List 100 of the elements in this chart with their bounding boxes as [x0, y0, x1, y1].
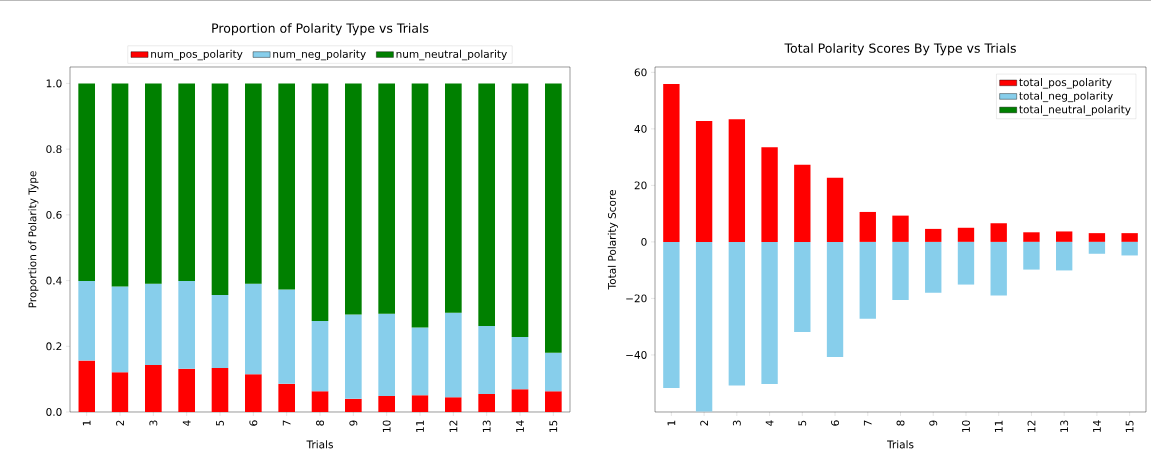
- bar: [892, 215, 909, 242]
- bar: [245, 83, 262, 284]
- x-tick-label: 6: [831, 420, 839, 426]
- bar: [859, 211, 876, 242]
- legend-label: total_neutral_polarity: [1019, 105, 1131, 116]
- x-tick-label: 4: [765, 420, 774, 426]
- y-tick-label: 40: [634, 124, 647, 133]
- bar: [695, 120, 713, 242]
- bar: [511, 337, 529, 390]
- bar: [278, 383, 295, 412]
- x-tick-label: 5: [798, 420, 807, 426]
- bar: [826, 177, 844, 242]
- bar: [211, 295, 229, 368]
- bar: [990, 223, 1007, 242]
- bar: [145, 283, 162, 366]
- x-axis-title: Trials: [887, 440, 914, 449]
- bar: [478, 325, 496, 394]
- bar: [1023, 241, 1040, 270]
- x-tick-label: 14: [1093, 420, 1101, 432]
- bar: [345, 83, 362, 315]
- x-tick-label: 1: [82, 420, 91, 426]
- x-tick-label: 15: [1125, 420, 1134, 432]
- bar: [511, 389, 529, 412]
- legend-label: total_neg_polarity: [1019, 91, 1113, 103]
- bar: [145, 365, 162, 412]
- bar: [445, 397, 462, 412]
- x-tick-label: 7: [863, 420, 872, 426]
- bar: [145, 83, 162, 284]
- bar: [925, 241, 942, 293]
- x-tick-label: 7: [282, 420, 291, 426]
- x-tick-label: 13: [1060, 420, 1069, 432]
- x-tick-label: 5: [216, 420, 224, 426]
- bar: [794, 164, 811, 242]
- bar: [111, 286, 129, 373]
- bar: [1088, 233, 1106, 242]
- x-tick-label: 11: [994, 420, 1003, 432]
- bar: [892, 241, 909, 301]
- bar: [411, 395, 429, 412]
- x-tick-label: 11: [416, 420, 424, 432]
- x-tick-label: 1: [667, 420, 676, 426]
- legend-label: num_neutral_polarity: [396, 49, 507, 61]
- bar: [311, 320, 329, 392]
- x-tick-label: 12: [1027, 420, 1036, 432]
- bar: [345, 398, 362, 412]
- legend-label: num_neg_polarity: [273, 49, 366, 61]
- bar: [728, 241, 746, 386]
- bar: [1055, 241, 1073, 271]
- y-tick-label: 0: [641, 237, 647, 246]
- bar: [311, 83, 329, 321]
- bar: [1088, 241, 1106, 254]
- y-tick-label: 20: [634, 181, 647, 190]
- bar: [663, 241, 680, 388]
- bar: [859, 241, 876, 319]
- bar: [278, 289, 295, 384]
- bar: [445, 83, 462, 313]
- y-tick-label: 0.2: [46, 342, 62, 351]
- y-axis-title: Total Polarity Score: [607, 190, 618, 290]
- bar: [663, 83, 680, 242]
- x-tick-label: 3: [732, 420, 741, 426]
- bar: [478, 83, 496, 326]
- bar: [957, 227, 975, 242]
- bar: [78, 360, 95, 412]
- bar: [511, 83, 529, 338]
- y-tick-label: −40: [626, 350, 647, 359]
- legend-label: total_pos_polarity: [1019, 78, 1112, 89]
- bar: [78, 280, 95, 361]
- bar: [545, 352, 562, 392]
- bar: [378, 83, 395, 314]
- x-tick-label: 10: [962, 420, 970, 432]
- y-tick-label: 0.0: [46, 408, 62, 416]
- chart-title: Total Polarity Scores By Type vs Trials: [784, 43, 1016, 56]
- y-tick-label: −20: [626, 294, 647, 303]
- y-tick-label: 1.0: [46, 79, 62, 88]
- x-tick-label: 12: [449, 420, 458, 432]
- bar: [211, 367, 229, 412]
- bar: [761, 147, 778, 242]
- x-tick-label: 8: [896, 420, 905, 426]
- x-tick-label: 13: [482, 420, 491, 432]
- bar: [545, 83, 562, 353]
- x-tick-label: 4: [182, 420, 191, 426]
- bar: [178, 280, 196, 369]
- bar: [990, 241, 1007, 296]
- bar: [378, 313, 395, 396]
- y-tick-label: 60: [634, 68, 647, 77]
- bar: [957, 241, 975, 285]
- x-tick-label: 9: [349, 420, 358, 426]
- y-axis-title: Proportion of Polarity Type: [28, 171, 39, 308]
- bar: [1055, 231, 1073, 242]
- y-tick-label: 0.4: [46, 276, 62, 285]
- bar: [78, 83, 95, 281]
- x-tick-label: 2: [116, 420, 124, 426]
- bar: [245, 283, 262, 375]
- x-axis-title: Trials: [306, 440, 333, 449]
- bar: [178, 83, 196, 281]
- bar: [794, 241, 811, 333]
- x-tick-label: 3: [149, 420, 158, 426]
- x-tick-label: 15: [549, 420, 558, 432]
- legend-label: num_pos_polarity: [151, 49, 243, 61]
- bar: [728, 119, 746, 242]
- x-tick-label: 9: [929, 420, 938, 426]
